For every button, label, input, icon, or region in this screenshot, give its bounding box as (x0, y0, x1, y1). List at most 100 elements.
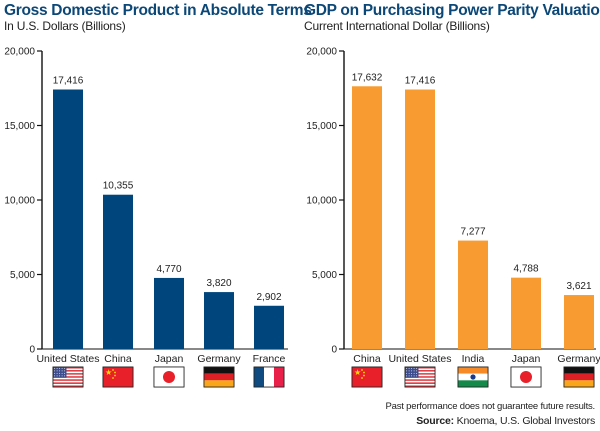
flag-border (203, 366, 235, 388)
flag-stripe (53, 383, 83, 386)
flag-big-star: ★ (105, 368, 112, 377)
category-label: United States (388, 353, 451, 365)
left-chart: 0 5,000 10,000 15,000 20,000 17,416 United Sta… (4, 47, 288, 388)
flag-small-star (112, 369, 114, 371)
flag-star (406, 370, 408, 372)
data-label: 2,902 (256, 292, 281, 303)
flag-star (56, 375, 58, 377)
flag-canton (53, 367, 67, 378)
flag-star (413, 367, 415, 369)
flag-stripe (405, 371, 435, 374)
y-tick-label: 20,000 (4, 47, 35, 58)
data-label: 17,416 (405, 76, 436, 87)
bar (103, 194, 133, 349)
flag-chakra (470, 374, 476, 380)
disclaimer-text: Past performance does not guarantee futu… (385, 401, 596, 412)
source-label: Source: (416, 415, 454, 427)
flag-star (411, 370, 413, 372)
flag-star (61, 372, 63, 374)
flag-border (457, 366, 489, 388)
flag-stripe (405, 376, 435, 378)
y-tick-label: 15,000 (306, 121, 337, 132)
flag-border (52, 366, 84, 388)
flag-stripe (405, 379, 435, 381)
flag-band-red (274, 367, 284, 387)
flag-stripe (53, 380, 83, 383)
flag-star (411, 372, 413, 374)
flag-star (61, 367, 63, 369)
flag-big-star: ★ (354, 368, 361, 377)
flag-small-star (114, 374, 116, 377)
flag-sun (163, 371, 175, 383)
category-label: France (253, 353, 286, 365)
flag-band-green (458, 380, 488, 387)
flag-star (54, 370, 56, 372)
flag-band-blue (254, 367, 264, 387)
flag-stripe (405, 374, 435, 377)
data-label: 7,277 (460, 227, 485, 238)
flag-star (413, 375, 415, 377)
y-tick-label: 10,000 (306, 196, 337, 207)
flag-stripe (53, 385, 83, 388)
bar (204, 292, 234, 349)
flag-star (64, 372, 66, 374)
flag-star (56, 372, 58, 374)
flag-star (54, 367, 56, 369)
flag-stripe (405, 380, 435, 383)
flag-star (64, 367, 66, 369)
flag-band-black (564, 367, 594, 374)
flag-star (413, 370, 415, 372)
flag-star (61, 375, 63, 377)
flag-small-star (363, 371, 365, 374)
left-chart-title: Gross Domestic Product in Absolute Terms (4, 2, 312, 19)
china-flag-icon: ★ (351, 366, 383, 388)
right-chart-subtitle: Current International Dollar (Billions) (304, 19, 490, 33)
flag-small-star (361, 369, 363, 371)
flag-star (413, 372, 415, 374)
flag-star (408, 372, 410, 374)
category-label: Germany (557, 353, 600, 365)
flag-stripe (53, 379, 83, 381)
bar (511, 277, 541, 349)
flag-star (54, 375, 56, 377)
category-label: China (104, 353, 132, 365)
bar (405, 89, 435, 350)
data-label: 10,355 (103, 181, 134, 192)
source-value: Knoema, U.S. Global Investors (453, 415, 596, 427)
left-chart-subtitle: In U.S. Dollars (Billions) (4, 19, 126, 33)
flag-stripe (405, 367, 435, 369)
data-label: 17,416 (53, 76, 84, 87)
flag-band-red (204, 373, 234, 381)
flag-small-star (361, 377, 363, 379)
germany-flag-icon (203, 366, 235, 388)
data-label: 3,820 (206, 278, 231, 289)
flag-star (416, 375, 418, 377)
right-chart-title: GDP on Purchasing Power Parity Valuation (304, 2, 600, 19)
flag-stripe (53, 371, 83, 374)
flag-star (54, 372, 56, 374)
flag-stripe (53, 367, 83, 369)
flag-star (416, 367, 418, 369)
bar (254, 305, 284, 349)
y-tick-label: 0 (29, 345, 35, 356)
data-label: 3,621 (566, 281, 591, 292)
flag-border (404, 366, 436, 388)
flag-star (59, 372, 61, 374)
flag-star (408, 367, 410, 369)
bar (154, 277, 184, 349)
flag-sun (520, 371, 532, 383)
category-label: United States (36, 353, 99, 365)
flag-star (408, 375, 410, 377)
flag-stripe (405, 383, 435, 386)
y-tick-label: 15,000 (4, 121, 35, 132)
flag-field (352, 367, 382, 387)
right-chart: 0 5,000 10,000 15,000 20,000 17,632 China ★ 17,4… (306, 47, 600, 388)
y-tick-label: 5,000 (10, 270, 35, 281)
flag-star (406, 372, 408, 374)
flag-stripe (53, 376, 83, 378)
france-flag-icon (253, 366, 285, 388)
category-label: Germany (197, 353, 241, 365)
japan-flag-icon (153, 366, 185, 388)
bar (352, 86, 382, 349)
flag-border (153, 366, 185, 388)
